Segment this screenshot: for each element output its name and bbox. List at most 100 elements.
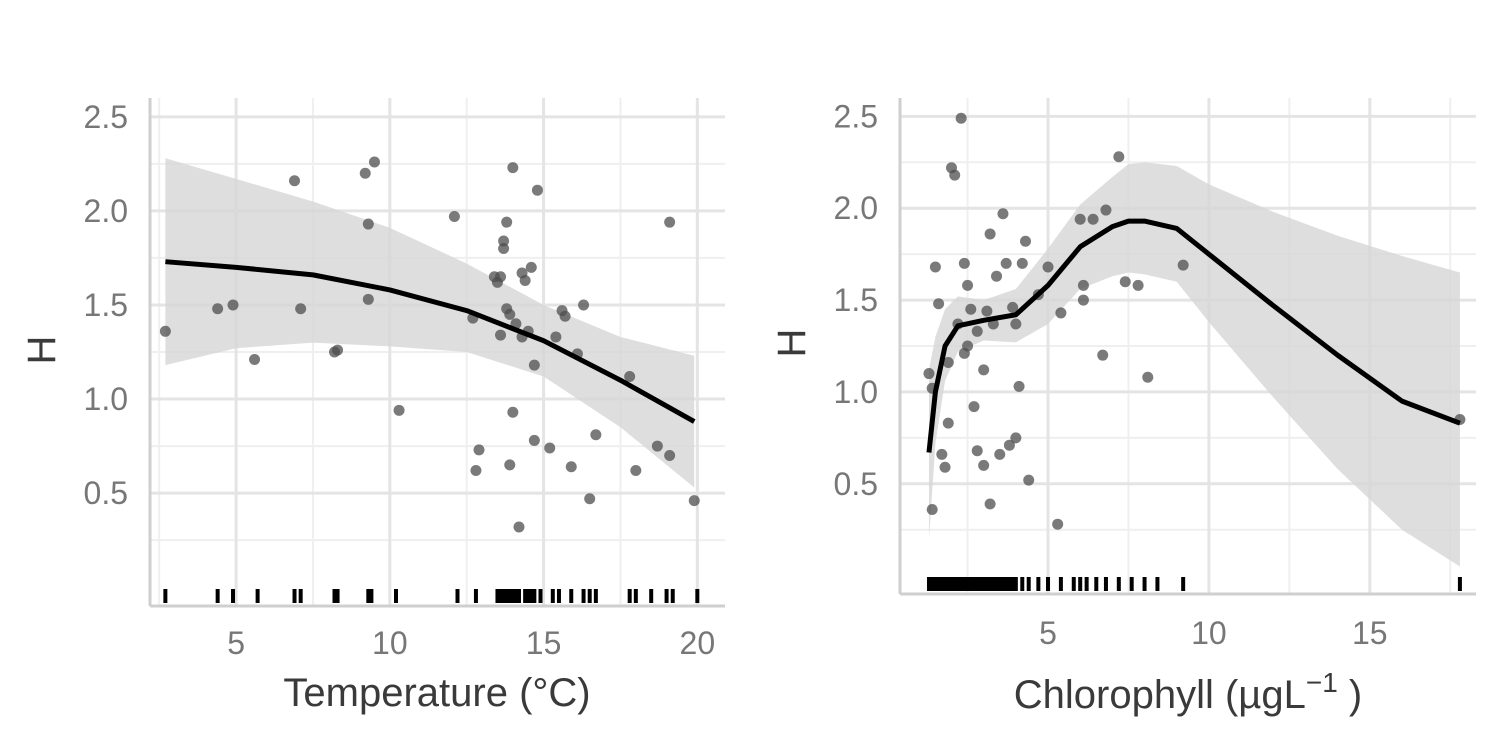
data-point xyxy=(159,325,171,337)
data-point xyxy=(1042,261,1054,273)
confidence-band xyxy=(928,162,1460,567)
data-point xyxy=(984,498,996,510)
x-axis-title: Temperature (°C) xyxy=(283,671,590,715)
x-tick-label: 10 xyxy=(372,625,408,661)
x-tick-label: 15 xyxy=(526,625,562,661)
data-point xyxy=(1010,432,1022,444)
data-point xyxy=(544,442,556,454)
data-point xyxy=(984,228,996,240)
data-point xyxy=(651,440,663,452)
data-point xyxy=(1119,276,1131,288)
data-point xyxy=(997,208,1009,220)
y-tick-label: 1.5 xyxy=(834,282,878,318)
data-point xyxy=(1055,307,1067,319)
data-point xyxy=(590,429,602,441)
data-point xyxy=(393,404,405,416)
data-point xyxy=(664,216,676,228)
data-point xyxy=(507,406,519,418)
data-point xyxy=(212,303,224,315)
data-point xyxy=(1019,235,1031,247)
y-tick-label: 2.5 xyxy=(834,98,878,134)
x-tick-label: 5 xyxy=(1039,615,1057,651)
data-point xyxy=(971,445,983,457)
data-point xyxy=(630,465,642,477)
y-tick-label: 1.0 xyxy=(834,374,878,410)
data-point xyxy=(332,344,344,356)
data-point xyxy=(359,167,371,179)
data-point xyxy=(289,175,301,187)
data-point xyxy=(1113,151,1125,163)
data-point xyxy=(528,434,540,446)
x-axis-title: Chlorophyll (µgL−1 ) xyxy=(1014,667,1362,717)
data-point xyxy=(504,308,516,320)
data-point xyxy=(949,169,961,181)
data-point xyxy=(971,325,983,337)
data-point xyxy=(962,340,974,352)
data-point xyxy=(942,417,954,429)
x-tick-label: 5 xyxy=(227,625,245,661)
data-point xyxy=(498,243,510,255)
data-point xyxy=(994,448,1006,460)
y-tick-label: 0.5 xyxy=(834,466,878,502)
data-point xyxy=(507,162,519,174)
data-point xyxy=(495,271,507,283)
data-point xyxy=(1177,259,1189,271)
data-point xyxy=(1003,439,1015,451)
y-tick-label: 0.5 xyxy=(84,475,128,511)
data-point xyxy=(1087,213,1099,225)
smooth-fit-line xyxy=(165,259,696,424)
data-point xyxy=(991,270,1003,282)
data-point xyxy=(550,331,562,343)
data-point xyxy=(470,465,482,477)
data-point xyxy=(981,305,993,317)
data-point xyxy=(498,235,510,247)
data-point xyxy=(448,211,460,223)
data-point xyxy=(368,156,380,168)
data-point xyxy=(1132,279,1144,291)
data-point xyxy=(942,357,954,369)
smooth-fit-line xyxy=(926,218,1461,453)
y-axis-title: H xyxy=(20,336,64,365)
x-tick-label: 20 xyxy=(680,625,716,661)
data-point xyxy=(624,370,636,382)
y-tick-label: 2.0 xyxy=(834,190,878,226)
data-point xyxy=(227,299,239,311)
data-point xyxy=(528,359,540,371)
data-point xyxy=(501,216,513,228)
data-point xyxy=(504,459,516,471)
data-point xyxy=(1000,257,1012,269)
data-point xyxy=(495,329,507,341)
data-point xyxy=(1010,318,1022,330)
data-point xyxy=(664,449,676,461)
data-point xyxy=(929,261,941,273)
data-point xyxy=(1077,294,1089,306)
data-point xyxy=(1052,518,1064,530)
y-tick-label: 1.0 xyxy=(84,381,128,417)
data-point xyxy=(565,461,577,473)
data-point xyxy=(955,112,967,124)
temperature-panel: 5 10 15 20 0.5 1.0 1.5 2.0 2.5 Temperature (°C) H xyxy=(20,98,725,715)
data-point xyxy=(926,503,938,515)
data-point xyxy=(958,257,970,269)
data-point xyxy=(1016,257,1028,269)
data-point xyxy=(1023,474,1035,486)
data-point xyxy=(295,303,307,315)
data-point xyxy=(936,448,948,460)
x-tick-label: 10 xyxy=(1191,615,1227,651)
data-point xyxy=(362,218,374,230)
data-point xyxy=(519,275,531,287)
data-point xyxy=(968,401,980,413)
y-tick-label: 2.0 xyxy=(84,193,128,229)
data-point xyxy=(249,354,261,366)
data-point xyxy=(939,461,951,473)
y-tick-label: 2.5 xyxy=(84,99,128,135)
data-point xyxy=(1142,371,1154,383)
confidence-band xyxy=(165,158,695,488)
data-point xyxy=(525,261,537,273)
data-point xyxy=(688,495,700,507)
data-point xyxy=(962,279,974,291)
data-point xyxy=(923,368,935,380)
data-point xyxy=(584,493,596,505)
data-point xyxy=(1074,213,1086,225)
